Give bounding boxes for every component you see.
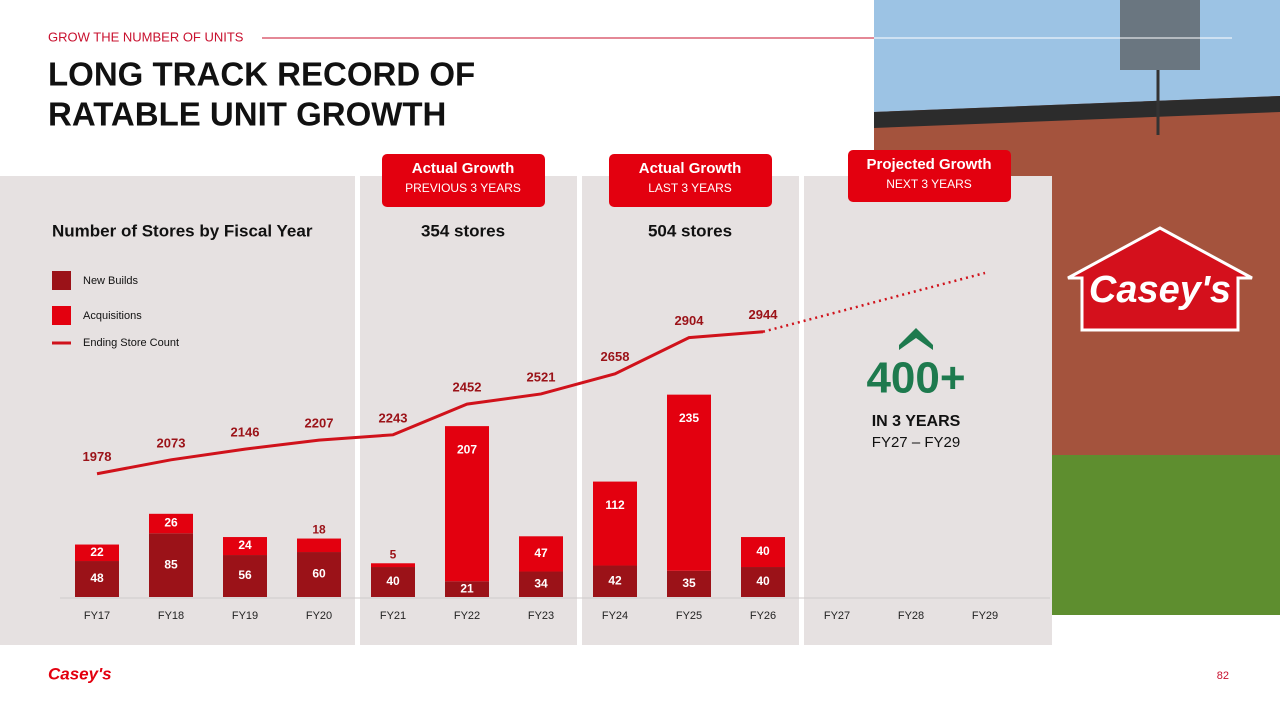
callout-box — [609, 154, 772, 207]
projection-line1: IN 3 YEARS — [872, 413, 961, 430]
x-tick-label: FY24 — [602, 610, 628, 622]
photo-sign — [1067, 226, 1253, 332]
legend-swatch — [52, 271, 71, 290]
bar-label: 48 — [90, 571, 104, 585]
period-total: 354 stores — [421, 221, 505, 240]
callout-subtitle: NEXT 3 YEARS — [886, 177, 972, 191]
x-tick-label: FY28 — [898, 610, 924, 622]
line-label: 2658 — [601, 349, 630, 364]
bar-segment — [75, 561, 119, 597]
bar-segment — [223, 555, 267, 597]
x-tick-label: FY22 — [454, 610, 480, 622]
footer-logo: Casey's — [48, 664, 112, 683]
bar-segment — [223, 537, 267, 556]
x-tick-label: FY25 — [676, 610, 702, 622]
title: LONG TRACK RECORD OF — [48, 56, 475, 93]
bar-segment — [149, 533, 193, 597]
bar-label: 60 — [312, 567, 326, 581]
bar-label: 40 — [386, 574, 400, 588]
bar-segment — [741, 537, 785, 568]
line-label: 2944 — [749, 307, 779, 322]
bar-label: 22 — [90, 545, 104, 559]
bar-label: 47 — [534, 546, 548, 560]
bar-segment — [667, 394, 711, 571]
callout-box — [382, 154, 545, 207]
x-tick-label: FY23 — [528, 610, 554, 622]
bar-segment — [149, 513, 193, 534]
bar-label: 40 — [756, 544, 770, 558]
bar-label: 5 — [390, 547, 397, 561]
bar-label: 112 — [605, 498, 625, 512]
projection-big: 400+ — [866, 354, 965, 403]
legend-label: New Builds — [83, 275, 139, 287]
photo-sign-text: Casey's — [1089, 269, 1231, 311]
photo-lift — [1120, 0, 1200, 70]
projection-line2: FY27 – FY29 — [872, 434, 960, 451]
line-label: 2904 — [675, 313, 705, 328]
x-tick-label: FY26 — [750, 610, 776, 622]
bar-segment — [741, 567, 785, 597]
legend-label: Acquisitions — [83, 310, 142, 322]
x-tick-label: FY27 — [824, 610, 850, 622]
callout-title: Projected Growth — [866, 156, 991, 173]
line-label: 2146 — [231, 425, 260, 440]
callout-box — [848, 150, 1011, 202]
callout-title: Actual Growth — [639, 160, 742, 177]
callout-title: Actual Growth — [412, 160, 515, 177]
bar-label: 24 — [238, 538, 252, 552]
line-label: 2073 — [157, 435, 186, 450]
legend-swatch — [52, 306, 71, 325]
line-label: 2207 — [305, 416, 334, 431]
title: RATABLE UNIT GROWTH — [48, 96, 446, 133]
bar-segment — [667, 570, 711, 597]
up-chevron — [899, 328, 933, 350]
bar-label: 18 — [312, 523, 326, 537]
bar-segment — [519, 571, 563, 597]
bar-label: 85 — [164, 557, 178, 571]
bar-label: 35 — [682, 576, 696, 590]
x-tick-label: FY18 — [158, 610, 184, 622]
line-label: 2521 — [527, 369, 556, 384]
bar-segment — [593, 565, 637, 597]
line-label: 2452 — [453, 380, 482, 395]
bar-label: 235 — [679, 411, 699, 425]
line-label: 2243 — [379, 410, 408, 425]
page-number: 82 — [1217, 670, 1229, 682]
panel — [804, 176, 1052, 645]
bar-segment — [75, 544, 119, 562]
bar-label: 56 — [238, 568, 252, 582]
bar-label: 21 — [460, 581, 474, 595]
bar-segment — [445, 581, 489, 597]
x-tick-label: FY21 — [380, 610, 406, 622]
photo-roof — [874, 96, 1280, 128]
callout-subtitle: PREVIOUS 3 YEARS — [405, 181, 521, 195]
x-tick-label: FY29 — [972, 610, 998, 622]
line-label: 1978 — [83, 449, 112, 464]
bar-segment — [593, 481, 637, 566]
chart-title: Number of Stores by Fiscal Year — [52, 221, 313, 240]
bar-label: 42 — [608, 573, 622, 587]
bar-segment — [519, 536, 563, 572]
x-tick-label: FY20 — [306, 610, 332, 622]
x-tick-label: FY17 — [84, 610, 110, 622]
callout-subtitle: LAST 3 YEARS — [648, 181, 732, 195]
x-tick-label: FY19 — [232, 610, 258, 622]
bar-label: 207 — [457, 442, 477, 456]
period-total: 504 stores — [648, 221, 732, 240]
line-series — [96, 330, 764, 476]
bar-segment — [297, 538, 341, 553]
legend-label: Ending Store Count — [83, 337, 179, 349]
bar-segment — [371, 563, 415, 568]
bar-label: 34 — [534, 576, 548, 590]
bar-label: 26 — [164, 516, 178, 530]
bar-segment — [297, 552, 341, 597]
projection-line — [762, 271, 986, 333]
bar-segment — [371, 567, 415, 597]
bar-label: 40 — [756, 574, 770, 588]
kicker: GROW THE NUMBER OF UNITS — [48, 29, 244, 44]
bar-segment — [445, 426, 489, 582]
